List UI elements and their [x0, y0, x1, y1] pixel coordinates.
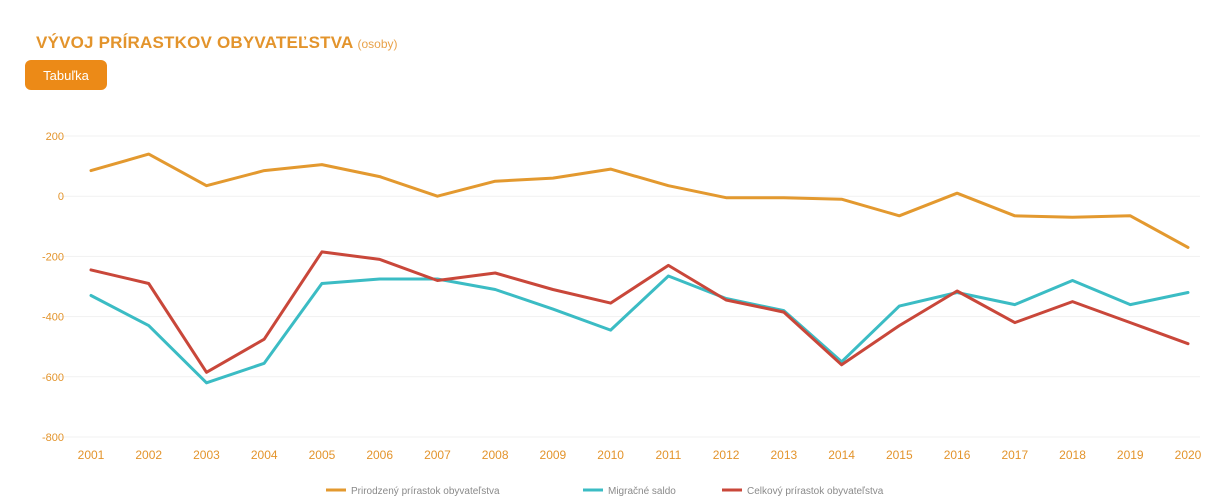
y-tick-label: -200: [42, 251, 64, 263]
y-tick-label: -800: [42, 432, 64, 444]
x-tick-label: 2019: [1117, 448, 1144, 462]
x-tick-label: 2009: [540, 448, 567, 462]
x-tick-label: 2008: [482, 448, 509, 462]
x-tick-label: 2018: [1059, 448, 1086, 462]
series-line-3: [89, 250, 1190, 374]
x-tick-label: 2013: [770, 448, 797, 462]
legend-label[interactable]: Prirodzený prírastok obyvateľstva: [351, 486, 500, 497]
series-lines: [89, 152, 1190, 385]
y-tick-label: -400: [42, 312, 64, 324]
x-tick-label: 2020: [1175, 448, 1202, 462]
x-tick-label: 2014: [828, 448, 855, 462]
chart-subtitle: (osoby): [357, 37, 398, 51]
x-tick-label: 2004: [251, 448, 278, 462]
x-tick-label: 2015: [886, 448, 913, 462]
series-line-2: [89, 274, 1190, 385]
y-tick-label: -600: [42, 372, 64, 384]
chart-title-row: VÝVOJ PRÍRASTKOV OBYVATEĽSTVA (osoby): [36, 33, 398, 53]
grid-lines: [60, 135, 1200, 438]
table-button[interactable]: Tabuľka: [25, 60, 107, 90]
y-axis: 200 0 -200 -400 -600 -800: [42, 131, 64, 444]
x-tick-label: 2001: [78, 448, 105, 462]
x-tick-label: 2003: [193, 448, 220, 462]
x-tick-label: 2016: [944, 448, 971, 462]
y-tick-label: 0: [58, 191, 64, 203]
series-line-1: [89, 152, 1190, 249]
x-tick-label: 2010: [597, 448, 624, 462]
x-tick-label: 2017: [1001, 448, 1028, 462]
chart-title: VÝVOJ PRÍRASTKOV OBYVATEĽSTVA: [36, 33, 354, 52]
x-tick-label: 2012: [713, 448, 740, 462]
legend: Prirodzený prírastok obyvateľstva Migračn…: [326, 486, 884, 497]
y-tick-label: 200: [46, 131, 64, 143]
x-tick-label: 2011: [655, 448, 681, 462]
x-tick-label: 2007: [424, 448, 451, 462]
x-axis: 2001 2002 2003 2004 2005 2006 2007 2008 2009 2010…: [78, 448, 1202, 462]
x-tick-label: 2006: [366, 448, 393, 462]
x-tick-label: 2002: [135, 448, 162, 462]
x-tick-label: 2005: [309, 448, 336, 462]
legend-label[interactable]: Migračné saldo: [608, 486, 676, 497]
legend-label[interactable]: Celkový prírastok obyvateľstva: [747, 486, 884, 497]
